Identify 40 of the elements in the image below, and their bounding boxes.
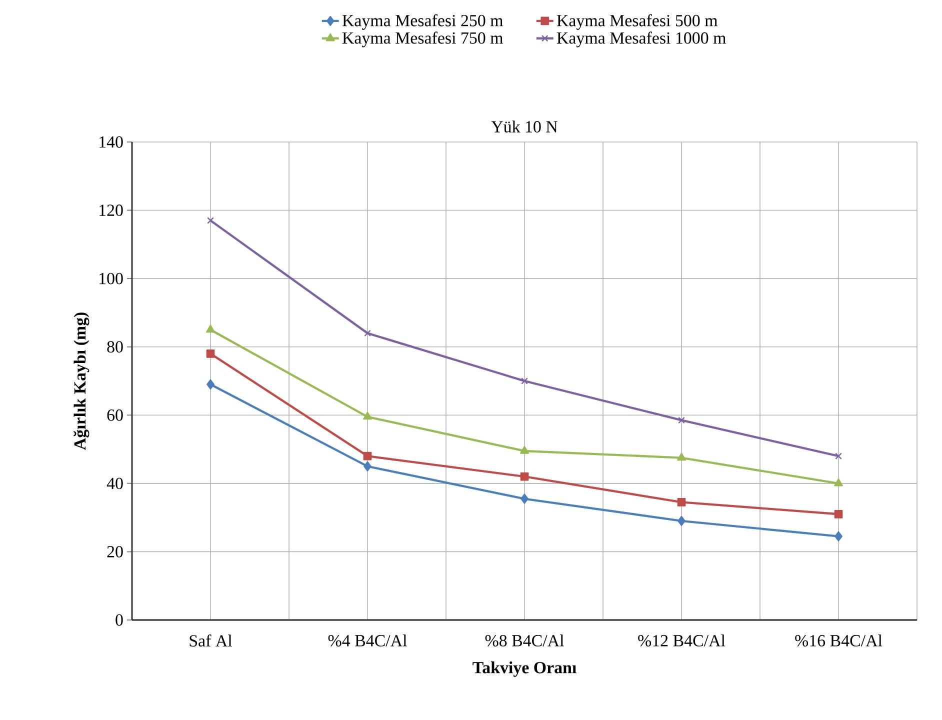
x-tick-label: %8 B4C/Al: [485, 634, 564, 646]
legend-label: Kayma Mesafesi 750 m: [342, 32, 504, 48]
x-tick-label: %12 B4C/Al: [638, 634, 726, 646]
y-tick-label: 20: [107, 546, 123, 558]
point: [835, 452, 842, 460]
point: [520, 446, 529, 454]
y-tick-label: 140: [100, 136, 123, 148]
point: [520, 472, 529, 481]
point: [363, 412, 372, 420]
x-tick-label: %16 B4C/Al: [795, 634, 882, 646]
point: [520, 494, 528, 504]
point: [207, 217, 214, 224]
y-axis-title: Ağırlık Kaybı (mg): [74, 312, 90, 450]
point: [364, 330, 371, 337]
y-tick-label: 60: [107, 409, 123, 421]
point: [678, 516, 686, 526]
legend-label: Kayma Mesafesi 250 m: [342, 14, 504, 30]
point: [364, 461, 372, 472]
point: [363, 452, 372, 460]
point: [834, 478, 843, 486]
point: [834, 510, 843, 518]
point: [677, 498, 686, 506]
point: [206, 324, 215, 333]
y-tick-label: 80: [107, 341, 123, 353]
point: [678, 416, 685, 424]
point: [521, 378, 528, 384]
x-axis-title: Takviye Oranı: [472, 661, 576, 677]
chart-title: Yük 10 N: [491, 120, 558, 132]
point: [206, 349, 215, 358]
legend-label: Kayma Mesafesi 1000 m: [556, 32, 726, 48]
y-tick-label: 0: [116, 614, 123, 626]
x-tick-label: %4 B4C/Al: [328, 634, 407, 646]
y-tick-label: 120: [100, 204, 123, 216]
y-tick-label: 40: [106, 478, 123, 490]
point: [206, 379, 214, 390]
y-tick-label: 100: [100, 272, 123, 284]
point: [677, 452, 686, 461]
legend-label: Kayma Mesafesi 500 m: [556, 14, 718, 30]
point: [834, 531, 842, 542]
x-tick-label: Saf Al: [190, 634, 232, 647]
